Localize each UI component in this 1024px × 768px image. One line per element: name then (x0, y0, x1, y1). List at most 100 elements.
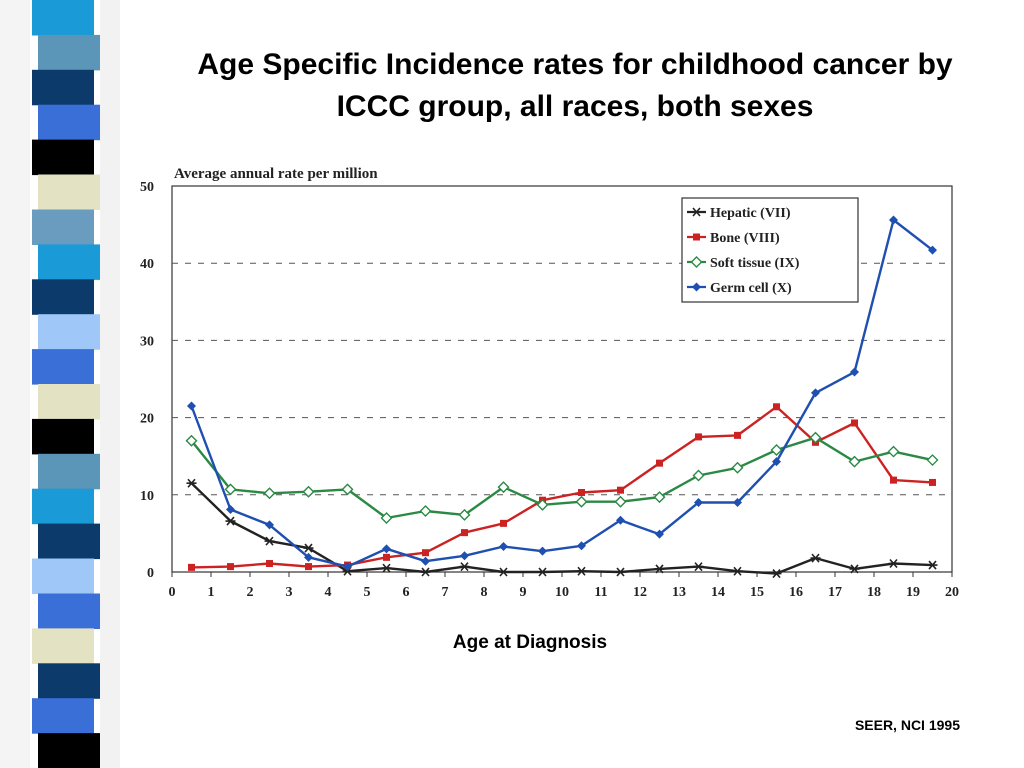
data-point (890, 476, 897, 484)
data-point (381, 563, 392, 573)
data-point (656, 459, 663, 467)
x-tick-label: 9 (520, 585, 527, 600)
y-tick-label: 20 (140, 412, 154, 427)
data-point (653, 491, 666, 504)
data-point (927, 560, 938, 570)
stripe-block (32, 698, 94, 734)
stripe-block (38, 34, 100, 71)
data-point (576, 566, 587, 576)
data-point (225, 516, 236, 526)
data-point (615, 567, 626, 577)
data-point (343, 562, 352, 572)
legend-item: Hepatic (VII) (687, 206, 791, 221)
data-point (420, 567, 431, 577)
slide-title: Age Specific Incidence rates for childho… (130, 44, 1020, 128)
x-tick-label: 8 (481, 585, 488, 600)
stripe-block (32, 139, 94, 176)
stripe-block (32, 349, 94, 385)
stripe-block (38, 733, 100, 768)
stripe-block (32, 418, 94, 455)
data-point (732, 566, 743, 576)
x-tick-label: 7 (442, 585, 449, 600)
data-point (849, 564, 860, 574)
stripe-block (38, 663, 100, 699)
data-point (692, 282, 701, 292)
x-tick-label: 3 (286, 585, 293, 600)
stripe-block (38, 453, 100, 490)
data-point (187, 401, 196, 411)
data-point (263, 487, 276, 500)
data-point (459, 562, 470, 572)
x-tick-label: 14 (711, 585, 725, 600)
data-point (458, 508, 471, 521)
slide-title-line-2: ICCC group, all races, both sexes (336, 90, 814, 123)
legend: Hepatic (VII) Bone (VIII) Soft tissue (IX)… (681, 197, 859, 303)
data-point (811, 388, 820, 398)
x-tick-label: 16 (789, 585, 803, 600)
data-point (419, 505, 432, 518)
data-point (889, 215, 898, 225)
data-point (887, 445, 900, 458)
legend-label: Germ cell (X) (710, 281, 792, 296)
x-tick-label: 6 (403, 585, 410, 600)
data-point (772, 457, 781, 467)
data-point (695, 433, 702, 441)
data-point (773, 403, 780, 411)
data-point (617, 486, 624, 494)
data-point (692, 469, 705, 482)
x-tick-label: 12 (633, 585, 647, 600)
data-point (305, 563, 312, 571)
data-point (341, 483, 354, 496)
stripe-block (38, 174, 100, 210)
x-tick-label: 1 (208, 585, 215, 600)
stripe-block (38, 244, 100, 280)
data-point (733, 498, 742, 508)
source-citation: SEER, NCI 1995 (854, 717, 960, 733)
series-line (190, 482, 933, 575)
series-hepatic (186, 478, 938, 579)
data-point (422, 549, 429, 557)
data-point (654, 564, 665, 574)
data-point (266, 560, 273, 568)
data-point (226, 504, 235, 514)
data-point (810, 553, 821, 563)
data-point (382, 544, 391, 554)
data-point (578, 488, 585, 496)
x-tick-label: 4 (325, 585, 332, 600)
legend-item: Soft tissue (IX) (687, 256, 800, 271)
x-tick-label: 19 (906, 585, 920, 600)
stripe-block (32, 558, 94, 594)
data-point (538, 546, 547, 556)
stripe-block (38, 314, 100, 350)
x-tick-label: 0 (169, 585, 176, 600)
data-point (421, 556, 430, 566)
data-point (690, 256, 703, 268)
y-tick-label: 40 (140, 257, 154, 272)
x-tick-label: 18 (867, 585, 881, 600)
data-point (188, 563, 195, 571)
chart-title: Average annual rate per million (174, 166, 378, 182)
legend-label: Soft tissue (IX) (710, 256, 800, 271)
x-tick-label: 5 (364, 585, 371, 600)
stripe-block (32, 69, 94, 106)
data-point (848, 455, 861, 468)
series-line (190, 218, 934, 568)
stripe-shadow (100, 0, 120, 768)
data-point (693, 233, 700, 241)
data-point (536, 498, 549, 511)
data-point (380, 511, 393, 524)
data-point (616, 515, 625, 525)
legend-item: Germ cell (X) (687, 281, 792, 296)
slide-title-line-1: Age Specific Incidence rates for childho… (197, 48, 953, 81)
data-point (693, 562, 704, 572)
stripe-block (38, 384, 100, 420)
stripe-edge (0, 0, 30, 768)
data-point (304, 552, 313, 562)
data-point (224, 483, 237, 496)
x-tick-label: 10 (555, 585, 569, 600)
legend-label: Bone (VIII) (710, 231, 780, 246)
data-point (185, 434, 198, 447)
data-point (734, 431, 741, 439)
legend-item: Bone (VIII) (687, 231, 780, 246)
data-point (499, 542, 508, 552)
